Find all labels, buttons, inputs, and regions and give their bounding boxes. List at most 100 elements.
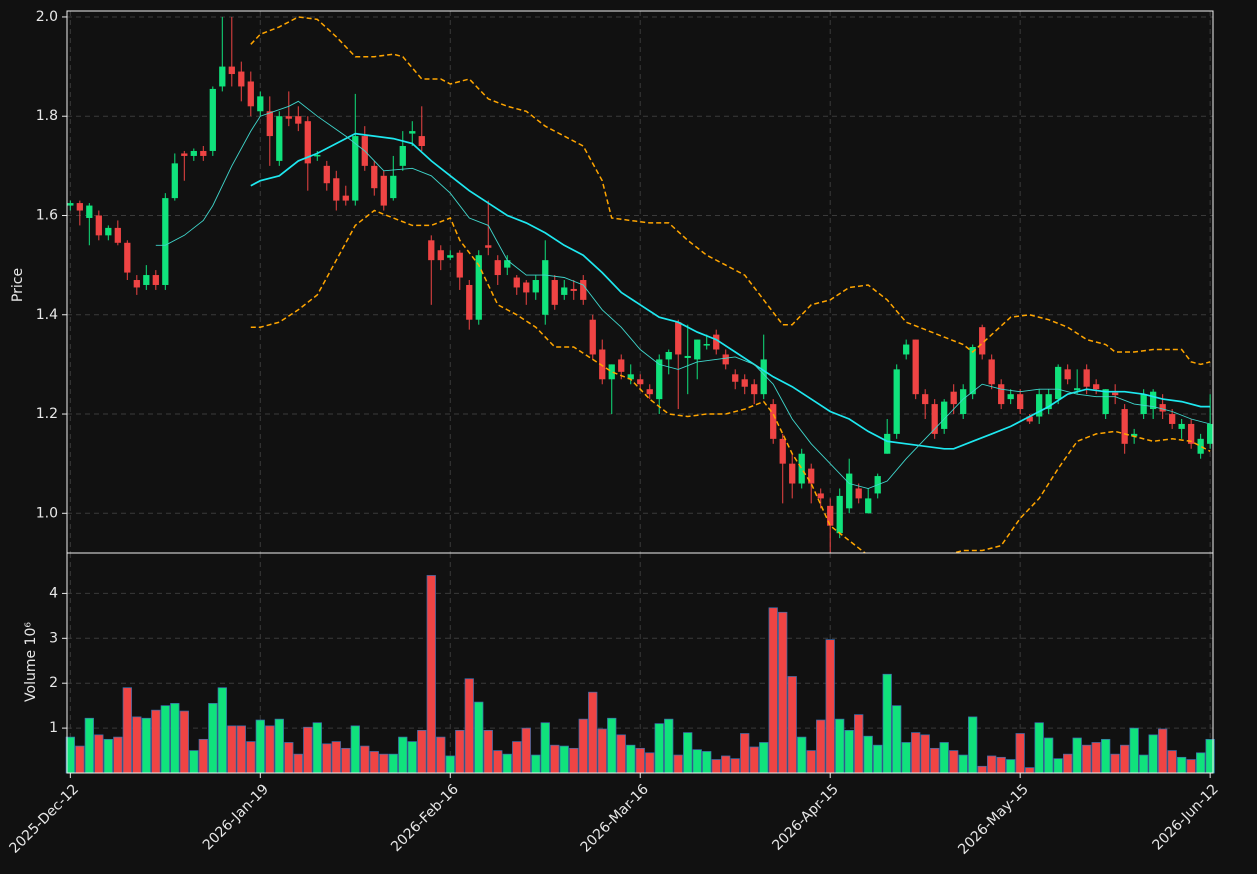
candle-body [722,354,729,365]
volume-bar [531,754,541,774]
volume-bar [388,753,398,774]
candle-body [494,260,501,276]
volume-bar [835,718,845,774]
candle-body [1169,414,1176,424]
volume-bar [493,750,503,774]
candle-body [599,349,606,380]
candle-body [884,433,891,454]
candle-body [1178,423,1185,429]
candle-body [418,136,425,147]
volume-bar [616,734,626,774]
candle-body [1036,394,1043,417]
candle-body [485,245,492,248]
indicator-line [250,132,1211,450]
volume-bar [673,754,683,774]
candle-body [627,374,634,380]
volume-bar [778,611,788,774]
volume-bar [1034,722,1044,774]
volume-bar [417,729,427,774]
y-tick-label: 2 [49,675,58,691]
candle-body [827,505,834,526]
candle-body [998,384,1005,405]
volume-bar [122,687,132,774]
candle-body [580,280,587,300]
volume-bar [255,719,265,774]
candle-body [836,495,843,534]
volume-bar [379,753,389,774]
candle-body [399,146,406,166]
volume-bar [293,753,303,774]
candle-body [1045,394,1052,410]
candle-body [846,473,853,509]
volume-bar [607,717,617,774]
volume-bar [521,727,531,774]
volume-bar [1044,737,1054,774]
candle-body [931,404,938,434]
candle-body [200,150,207,156]
candle-body [371,165,378,189]
volume-bar [1025,767,1035,774]
candle-body [684,355,691,358]
volume-bar [227,725,237,774]
candle-body [656,359,663,400]
candle-body [228,66,235,75]
candle-body [143,275,150,285]
overlay-lines [155,16,1211,553]
candle-body [741,379,748,387]
volume-bar [1186,759,1196,774]
volume-bar [645,752,655,774]
candle-body [456,252,463,278]
candle-body [247,81,254,107]
volume-bar [1101,738,1111,774]
volume-bar [806,750,816,774]
y-axis-label: Volume 10⁶ [23,622,39,702]
candle-body [988,359,995,385]
volume-bar [1063,753,1073,774]
candle-body [466,284,473,320]
candle-body [95,215,102,236]
volume-bar [569,747,579,774]
candle-body [1017,394,1024,410]
candle-body [428,240,435,261]
volume-bar [892,705,902,774]
volume-bar [1006,759,1016,774]
candle-body [760,359,767,395]
volume-bar [284,742,294,774]
volume-bar [1158,728,1168,774]
plot-frame [66,552,1214,774]
volume-bar [597,728,607,774]
volume-bar [635,747,645,774]
y-tick-label: 1.6 [36,207,58,223]
candle-body [1197,438,1204,454]
candle-body [542,260,549,315]
volume-bar [768,607,778,774]
y-tick-label: 1.2 [36,406,58,422]
candle-body [675,322,682,355]
volume-bar [844,729,854,774]
candle-body [152,275,159,285]
candle-body [551,280,558,305]
candle-body [798,453,805,484]
candle-body [304,121,311,164]
volume-bar [198,738,208,774]
candle-body [1188,423,1195,444]
candle-body [257,96,264,112]
volume-bar [84,717,94,774]
volume-bar [160,705,170,774]
volume-bar [1072,737,1082,774]
candle-body [941,401,948,429]
volume-bar [483,729,493,774]
volume-bar [1177,756,1187,774]
candle-body [390,175,397,199]
volume-bar [987,755,997,774]
candle-body [323,165,330,184]
volume-bar [179,710,189,774]
y-tick-label: 2.0 [36,9,58,25]
volume-bar [113,736,123,774]
volume-bar [445,755,455,774]
candle-body [190,150,197,156]
y-tick-label: 4 [49,585,58,601]
volume-bar [949,750,959,774]
volume-bar [968,716,978,774]
candle-body [342,195,349,201]
